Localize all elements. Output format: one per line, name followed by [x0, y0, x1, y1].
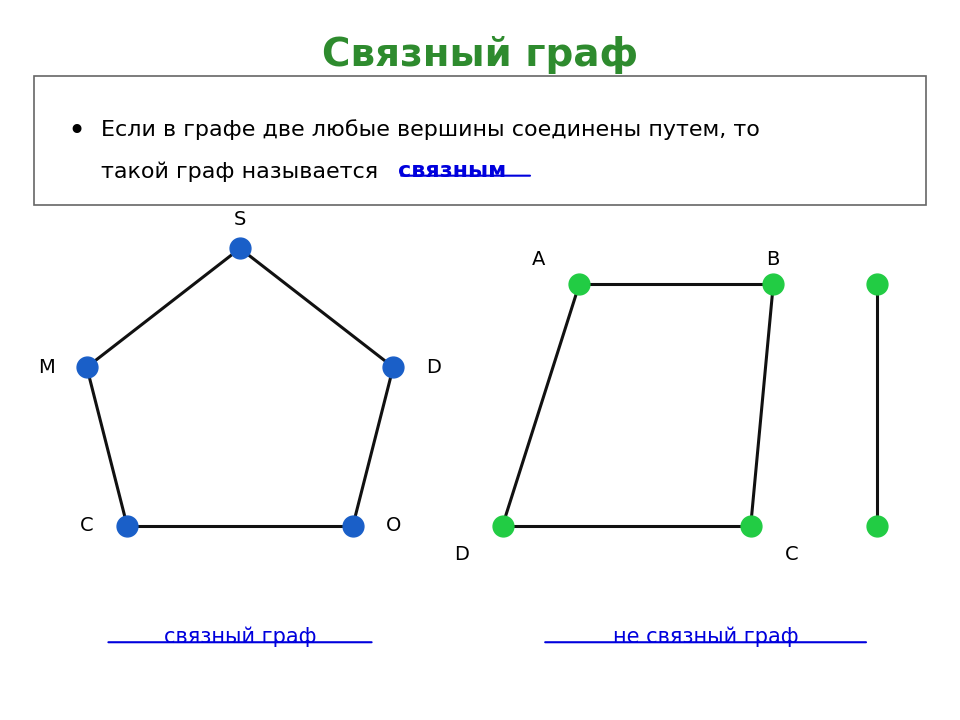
- Text: S: S: [234, 210, 246, 229]
- Text: B: B: [767, 250, 780, 269]
- Text: D: D: [454, 545, 469, 564]
- Text: связный граф: связный граф: [164, 627, 316, 647]
- Text: такой граф называется: такой граф называется: [101, 161, 385, 181]
- Text: •: •: [67, 117, 85, 146]
- Text: связным: связным: [398, 161, 507, 181]
- Text: A: A: [532, 250, 545, 269]
- Text: C: C: [784, 545, 798, 564]
- Text: M: M: [38, 358, 55, 377]
- Text: O: O: [386, 516, 401, 535]
- Text: D: D: [426, 358, 441, 377]
- Text: Если в графе две любые вершины соединены путем, то: Если в графе две любые вершины соединены…: [101, 120, 759, 140]
- Text: не связный граф: не связный граф: [612, 627, 799, 647]
- Text: Связный граф: Связный граф: [322, 36, 638, 74]
- FancyBboxPatch shape: [34, 76, 926, 205]
- Text: C: C: [80, 516, 93, 535]
